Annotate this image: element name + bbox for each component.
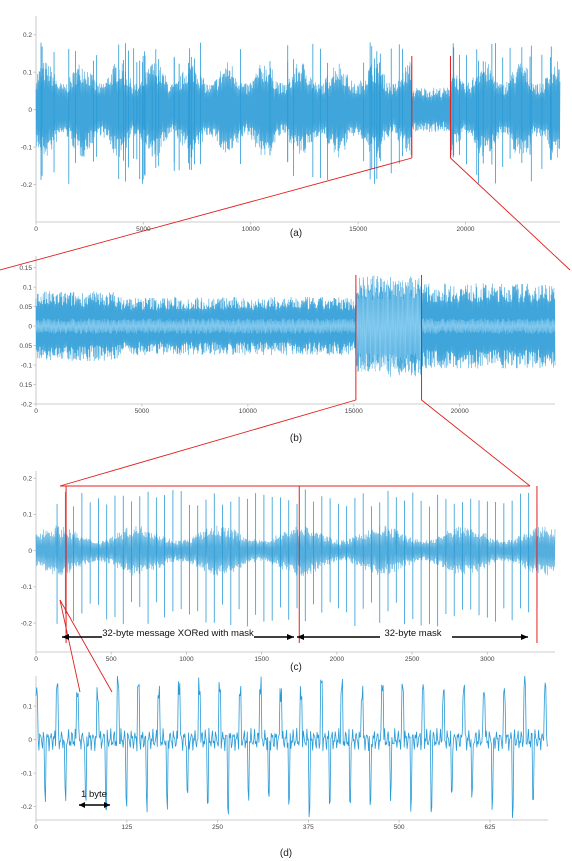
panel-b-y-tick-label: -0.1 <box>21 362 33 369</box>
panel-c-y-tick-label: 0.1 <box>23 512 32 519</box>
panel-c-x-tick-label: 1000 <box>179 656 194 663</box>
caption-b: (b) <box>290 433 302 444</box>
panel-a-y-tick-label: -0.2 <box>21 182 33 189</box>
panel-c-x-tick-label: 3000 <box>480 656 495 663</box>
panel-a-x-tick-label: 15000 <box>349 226 367 233</box>
panel-a-x-tick-label: 0 <box>34 226 38 233</box>
arrowhead-right <box>521 634 528 640</box>
annotation-message-label: 32-byte message XORed with mask <box>102 628 254 639</box>
annotation-message-label-bg <box>102 628 254 640</box>
panel-a-y-tick-label: -0.1 <box>21 144 33 151</box>
panel-b-x-tick-label: 10000 <box>239 408 257 415</box>
arrowhead-left <box>62 634 69 640</box>
panel-b-y-tick-label: -0.2 <box>21 401 33 408</box>
annotation-one-byte: 1 byte <box>79 789 110 808</box>
zoom-connector-line <box>59 599 113 693</box>
panel-a-x-tick-label: 10000 <box>242 226 260 233</box>
panel-c-chart: 0 500 1000 1500 2000 2500 3000 0.2 0.1 0 -0.1 -0.2 <box>21 471 556 663</box>
panel-b-x-tick-label: 20000 <box>451 408 469 415</box>
panel-a-chart: 0 5000 10000 15000 20000 0.2 0.1 0 -0.1 -0.2 <box>21 16 561 233</box>
caption-a: (a) <box>290 228 302 239</box>
panel-b-y-tick-label: 0.05 <box>19 304 32 311</box>
panel-a-y-tick-label: 0.1 <box>23 69 32 76</box>
panel-d-y-tick-label: 0 <box>28 737 32 744</box>
panel-d-series-line <box>35 675 549 819</box>
annotation-mask: 32-byte mask <box>297 628 528 640</box>
caption-c: (c) <box>290 662 302 673</box>
panel-d-x-tick-label: 625 <box>484 824 495 831</box>
panel-d-x-tick-label: 0 <box>34 824 38 831</box>
panel-a-y-tick-label: 0 <box>28 107 32 114</box>
panel-d-chart: 0 125 250 375 500 625 0.1 0 -0.1 -0.2 <box>21 675 549 831</box>
zoom-connector-line <box>450 157 571 271</box>
zoom-connector-line <box>59 599 81 693</box>
annotation-mask-label-bg <box>380 628 452 640</box>
panel-d-y-tick-label: 0.1 <box>23 703 32 710</box>
panel-b-y-tick-label: 0.1 <box>23 284 32 291</box>
panel-c-x-tick-label: 2000 <box>330 656 345 663</box>
panel-c-y-tick-label: -0.1 <box>21 584 33 591</box>
arrowhead-right <box>287 634 294 640</box>
panel-b-y-tick-label: 0.15 <box>19 382 32 389</box>
panel-b-x-tick-label: 0 <box>34 408 38 415</box>
panel-b-series-line <box>35 275 556 377</box>
panel-d-x-tick-label: 500 <box>394 824 405 831</box>
panel-d-y-tick-label: -0.1 <box>21 770 33 777</box>
panel-b-x-tick-label: 5000 <box>135 408 150 415</box>
panel-a-y-tick-label: 0.2 <box>23 32 32 39</box>
panel-d-x-tick-label: 375 <box>303 824 314 831</box>
panel-d-x-tick-label: 250 <box>212 824 223 831</box>
zoom-connector-line <box>59 399 356 487</box>
panel-a-x-tick-label: 20000 <box>456 226 474 233</box>
panel-c-x-tick-label: 1500 <box>254 656 269 663</box>
zoom-connector-line <box>0 157 412 271</box>
panel-c-x-tick-label: 0 <box>34 656 38 663</box>
panel-b-series-line <box>35 279 556 372</box>
annotation-message-xored: 32-byte message XORed with mask <box>62 628 294 640</box>
panel-d-x-tick-label: 125 <box>121 824 132 831</box>
panel-b-x-tick-label: 15000 <box>345 408 363 415</box>
zoom-connector-line <box>421 399 531 487</box>
panel-b-y-tick-label: 0.05 <box>19 343 32 350</box>
panel-c-y-tick-label: 0 <box>28 548 32 555</box>
panel-c-x-tick-label: 2500 <box>405 656 420 663</box>
panel-c-series-line <box>35 525 556 576</box>
panel-b-y-tick-label: 0.15 <box>19 265 32 272</box>
panel-b-chart: 0 5000 10000 15000 20000 0.15 0.1 0.05 0 0.05 -0.1… <box>19 256 556 415</box>
panel-b-y-tick-label: 0 <box>28 323 32 330</box>
arrowhead-right <box>104 802 110 808</box>
arrowhead-left <box>297 634 304 640</box>
zoom-connectors <box>0 157 571 693</box>
panel-c-x-tick-label: 500 <box>106 656 117 663</box>
panel-d-y-tick-label: -0.2 <box>21 804 33 811</box>
annotation-mask-label: 32-byte mask <box>384 628 441 639</box>
panel-c-y-tick-label: -0.2 <box>21 620 33 627</box>
panel-c-y-tick-label: 0.2 <box>23 476 32 483</box>
annotation-one-byte-label: 1 byte <box>81 789 107 800</box>
panel-a-x-tick-label: 5000 <box>136 226 151 233</box>
arrowhead-left <box>79 802 85 808</box>
caption-d: (d) <box>280 848 292 859</box>
